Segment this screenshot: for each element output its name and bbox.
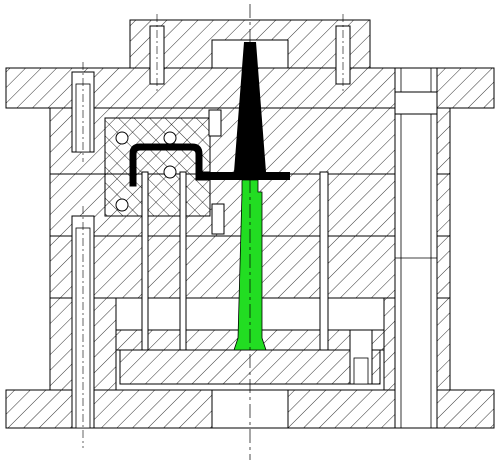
- socket-head-screw-icon: [208, 109, 222, 137]
- socket-head-screw-icon: [149, 14, 165, 94]
- socket-head-screw-icon: [335, 14, 351, 94]
- socket-head-screw-icon: [349, 329, 373, 385]
- guide-pillar-icon: [394, 67, 438, 429]
- socket-head-screw-icon: [211, 203, 225, 235]
- socket-head-screw-icon: [71, 62, 95, 162]
- ejector-pin-icon: [141, 171, 329, 351]
- socket-head-screw-icon: [71, 206, 95, 448]
- cooling-channels: [115, 131, 177, 212]
